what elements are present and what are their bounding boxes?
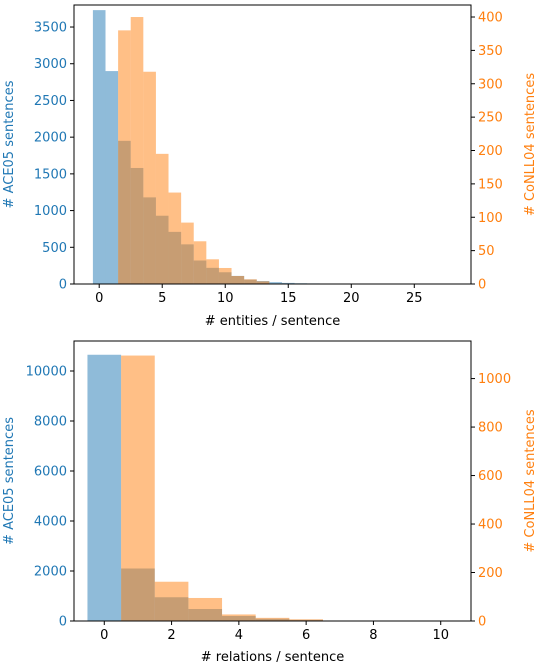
entities-right-axis-label: # CoNLL04 sentences xyxy=(523,73,538,216)
relations-left-tick-label: 4000 xyxy=(34,515,67,530)
entities-conll04-bar xyxy=(193,241,207,284)
entities-left-tick-label: 0 xyxy=(59,278,67,293)
relations-bars xyxy=(87,354,458,621)
relations-left-tick-label: 8000 xyxy=(34,415,67,430)
relations-left-ticks: 0 2000 4000 6000 8000 10000 xyxy=(26,365,74,630)
relations-left-tick-label: 10000 xyxy=(26,365,67,380)
entities-ace05-bar xyxy=(281,282,295,284)
relations-left-tick-label: 2000 xyxy=(34,565,67,580)
entities-left-tick-label: 1000 xyxy=(34,204,67,219)
entities-left-tick-label: 2000 xyxy=(34,131,67,146)
entities-right-tick-label: 100 xyxy=(478,211,503,226)
entities-left-tick-label: 1500 xyxy=(34,167,67,182)
entities-conll04-bar xyxy=(181,222,194,284)
entities-plot-frame xyxy=(73,4,472,285)
relations-right-tick-label: 0 xyxy=(478,615,486,630)
entities-conll04-bar xyxy=(168,192,182,284)
relations-right-tick-label: 1000 xyxy=(478,372,511,387)
entities-left-tick-label: 2500 xyxy=(34,94,67,109)
relations-x-tick-label: 10 xyxy=(432,628,449,643)
relations-conll04-bar xyxy=(188,597,223,621)
entities-left-axis-label: # ACE05 sentences xyxy=(2,80,17,208)
relations-plot-frame xyxy=(73,340,472,622)
entities-conll04-bar xyxy=(244,279,257,284)
entities-right-tick-label: 400 xyxy=(478,11,503,26)
entities-conll04-bar xyxy=(118,30,131,285)
entities-ace05-bar xyxy=(92,10,106,285)
relations-ace05-bar xyxy=(87,354,122,621)
entities-conll04-bar xyxy=(130,17,144,285)
relations-right-tick-label: 200 xyxy=(478,566,503,581)
entities-x-tick-label: 15 xyxy=(280,291,297,306)
entities-right-tick-label: 300 xyxy=(478,77,503,92)
relations-conll04-bar xyxy=(121,355,155,621)
entities-x-tick-label: 10 xyxy=(217,291,234,306)
entities-left-tick-label: 3500 xyxy=(34,21,67,36)
entities-x-ticks: 0 5 10 15 20 25 xyxy=(95,284,423,306)
relations-left-tick-label: 6000 xyxy=(34,465,67,480)
entities-ace05-bar xyxy=(269,282,282,284)
entities-conll04-bar xyxy=(218,267,232,284)
entities-x-tick-label: 25 xyxy=(406,291,423,306)
entities-conll04-bar xyxy=(155,153,169,284)
entities-left-tick-label: 500 xyxy=(42,241,67,256)
relations-x-tick-label: 2 xyxy=(167,628,175,643)
relations-conll04-bar xyxy=(222,614,256,621)
relations-conll04-bar xyxy=(255,617,290,621)
entities-conll04-bar xyxy=(206,259,219,284)
relations-right-tick-label: 800 xyxy=(478,421,503,436)
entities-x-tick-label: 0 xyxy=(95,291,103,306)
entities-left-ticks: 0 500 1000 1500 2000 2500 3000 3500 xyxy=(34,21,74,293)
entities-x-tick-label: 5 xyxy=(158,291,166,306)
relations-right-ticks: 0 200 400 600 800 1000 xyxy=(471,372,511,630)
entities-conll04-bar xyxy=(143,71,156,284)
relations-x-tick-label: 0 xyxy=(100,628,108,643)
relations-x-tick-label: 6 xyxy=(302,628,310,643)
relations-left-axis-label: # ACE05 sentences xyxy=(2,417,17,545)
entities-right-tick-label: 250 xyxy=(478,111,503,126)
entities-x-axis-label: # entities / sentence xyxy=(205,314,341,329)
relations-right-axis-label: # CoNLL04 sentences xyxy=(523,409,538,552)
entities-x-tick-label: 20 xyxy=(343,291,360,306)
entities-ace05-bar xyxy=(105,71,119,284)
relations-x-axis-label: # relations / sentence xyxy=(201,650,344,662)
entities-conll04-bar xyxy=(231,275,245,284)
entities-right-tick-label: 150 xyxy=(478,177,503,192)
relations-conll04-bar xyxy=(289,619,323,621)
relations-right-tick-label: 400 xyxy=(478,518,503,533)
entities-histogram: 0 5 10 15 20 25 0500100015002000250030003500 … xyxy=(2,4,538,329)
relations-right-tick-label: 600 xyxy=(478,469,503,484)
entities-right-tick-label: 0 xyxy=(478,278,486,293)
relations-conll04-bar xyxy=(154,581,189,621)
entities-left-tick-label: 3000 xyxy=(34,57,67,72)
entities-right-tick-label: 50 xyxy=(478,244,495,259)
entities-right-tick-label: 350 xyxy=(478,44,503,59)
entities-conll04-bar xyxy=(256,281,270,284)
entities-right-tick-label: 200 xyxy=(478,144,503,159)
relations-left-tick-label: 0 xyxy=(59,615,67,630)
entities-bars xyxy=(92,10,459,285)
relations-x-tick-label: 4 xyxy=(235,628,243,643)
relations-x-ticks: 0 2 4 6 8 10 xyxy=(100,621,449,643)
entities-right-ticks: 0 50 100 150 200 250 300 350 400 xyxy=(471,11,503,293)
relations-x-tick-label: 8 xyxy=(369,628,377,643)
relations-histogram: 0 2 4 6 8 10 0 2000 4000 6000 8000 10000 0 200 400 60… xyxy=(2,340,538,662)
